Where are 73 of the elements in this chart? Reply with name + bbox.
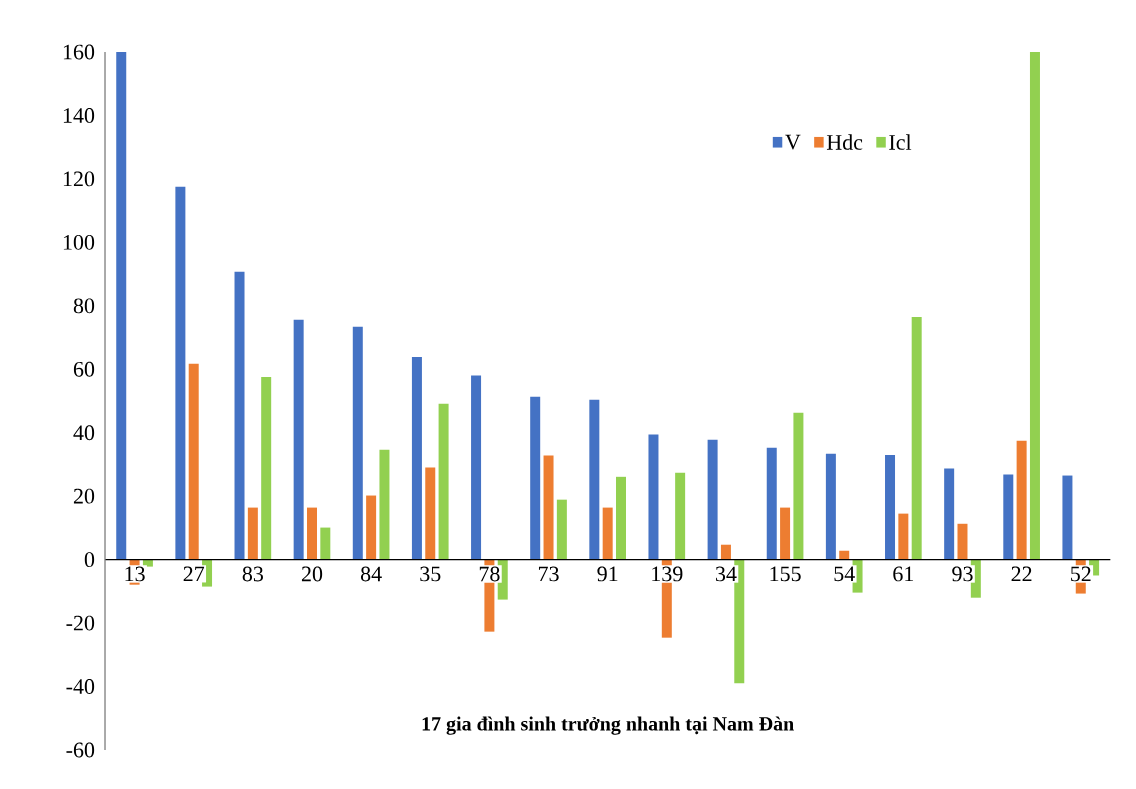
x-tick-label: 22 bbox=[1011, 566, 1032, 582]
y-tick-label: 20 bbox=[73, 488, 95, 504]
bar bbox=[720, 544, 731, 560]
y-tick-label: 80 bbox=[73, 298, 95, 314]
x-tick-label: 35 bbox=[420, 566, 441, 582]
bar bbox=[247, 507, 258, 560]
x-tick-label: 84 bbox=[360, 566, 382, 582]
bar bbox=[911, 316, 922, 560]
bar bbox=[425, 467, 436, 560]
bar bbox=[898, 513, 909, 560]
bar bbox=[543, 455, 554, 560]
bar bbox=[471, 375, 482, 560]
x-tick-label: 20 bbox=[301, 566, 323, 582]
bar bbox=[306, 507, 317, 560]
x-axis-title: 17 gia đình sinh trưởng nhanh tại Nam Đàn bbox=[422, 716, 794, 735]
bar bbox=[366, 495, 377, 560]
bar bbox=[175, 186, 186, 560]
x-tick-label: 52 bbox=[1071, 566, 1091, 582]
x-tick-label: 93 bbox=[952, 566, 973, 582]
bar bbox=[261, 376, 272, 560]
x-tick-label: 34 bbox=[715, 566, 737, 582]
bar bbox=[1003, 474, 1014, 560]
bar bbox=[707, 439, 718, 560]
bar bbox=[957, 523, 968, 560]
bar bbox=[825, 453, 836, 560]
bar bbox=[188, 363, 199, 560]
y-tick-label: 140 bbox=[63, 108, 95, 123]
bar bbox=[839, 550, 850, 560]
x-tick-label: 13 bbox=[125, 566, 145, 582]
bar bbox=[411, 356, 422, 560]
x-tick-label: 91 bbox=[597, 566, 618, 582]
bar bbox=[320, 527, 331, 560]
bar bbox=[379, 449, 390, 560]
x-tick-label: 155 bbox=[770, 566, 801, 582]
bar bbox=[780, 507, 791, 560]
bar bbox=[234, 271, 245, 560]
y-tick-label: 0 bbox=[84, 552, 95, 568]
legend-label: Hdc bbox=[826, 134, 863, 150]
bar bbox=[438, 403, 449, 560]
bar bbox=[675, 472, 686, 560]
bar bbox=[616, 476, 626, 560]
bar bbox=[944, 468, 955, 560]
x-tick-label: 139 bbox=[652, 566, 683, 582]
bar bbox=[885, 454, 896, 560]
y-tick-label: -60 bbox=[66, 742, 95, 758]
bar bbox=[766, 447, 777, 560]
x-tick-label: 54 bbox=[834, 566, 855, 582]
bar bbox=[648, 434, 659, 560]
bar bbox=[1029, 52, 1040, 560]
legend-label: Icl bbox=[889, 134, 912, 150]
bar bbox=[589, 399, 600, 560]
bar bbox=[793, 412, 804, 560]
y-tick-label: -40 bbox=[66, 679, 95, 694]
y-tick-label: 40 bbox=[73, 425, 95, 441]
y-tick-label: 120 bbox=[63, 171, 95, 187]
bar bbox=[1062, 475, 1073, 560]
x-tick-label: 73 bbox=[538, 566, 559, 582]
y-tick-label: 100 bbox=[63, 234, 95, 250]
bar bbox=[556, 499, 567, 560]
x-tick-label: 83 bbox=[242, 566, 263, 582]
bar bbox=[293, 319, 304, 560]
bar bbox=[530, 396, 541, 560]
legend-label: V bbox=[785, 134, 801, 150]
x-tick-label: 61 bbox=[893, 566, 914, 582]
bar bbox=[1016, 440, 1027, 560]
x-tick-label: 78 bbox=[479, 566, 500, 582]
bar bbox=[116, 52, 127, 560]
x-tick-label: 27 bbox=[183, 566, 205, 582]
y-tick-label: 160 bbox=[63, 44, 95, 60]
bar bbox=[602, 507, 613, 560]
y-tick-label: -20 bbox=[66, 615, 95, 631]
y-tick-label: 60 bbox=[73, 361, 95, 377]
bar bbox=[352, 326, 363, 560]
